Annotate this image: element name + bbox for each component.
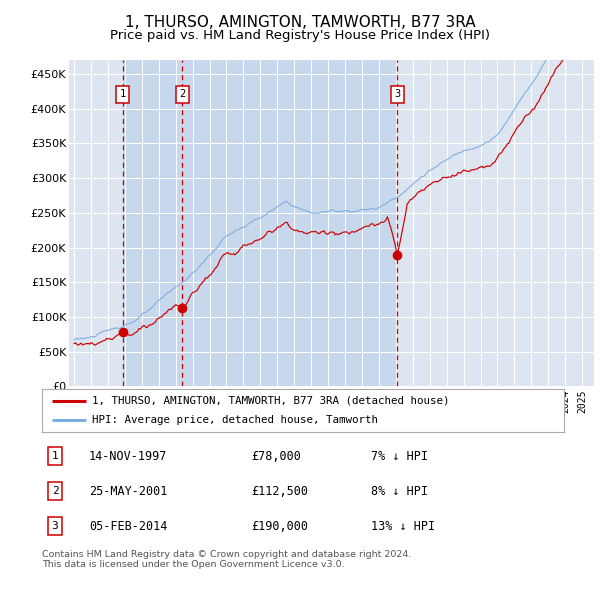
Text: 25-MAY-2001: 25-MAY-2001 bbox=[89, 484, 167, 498]
Text: Contains HM Land Registry data © Crown copyright and database right 2024.
This d: Contains HM Land Registry data © Crown c… bbox=[42, 550, 412, 569]
Bar bbox=[182, 60, 397, 386]
Text: 1: 1 bbox=[52, 451, 58, 461]
Text: 1: 1 bbox=[119, 90, 126, 100]
Text: £78,000: £78,000 bbox=[251, 450, 301, 463]
Text: £190,000: £190,000 bbox=[251, 520, 308, 533]
Text: 2: 2 bbox=[52, 486, 58, 496]
Text: 2: 2 bbox=[179, 90, 185, 100]
Text: 7% ↓ HPI: 7% ↓ HPI bbox=[371, 450, 428, 463]
Text: £112,500: £112,500 bbox=[251, 484, 308, 498]
Text: 1, THURSO, AMINGTON, TAMWORTH, B77 3RA (detached house): 1, THURSO, AMINGTON, TAMWORTH, B77 3RA (… bbox=[92, 396, 449, 406]
Text: 13% ↓ HPI: 13% ↓ HPI bbox=[371, 520, 435, 533]
Text: Price paid vs. HM Land Registry's House Price Index (HPI): Price paid vs. HM Land Registry's House … bbox=[110, 30, 490, 42]
Text: 1, THURSO, AMINGTON, TAMWORTH, B77 3RA: 1, THURSO, AMINGTON, TAMWORTH, B77 3RA bbox=[125, 15, 475, 30]
Text: 05-FEB-2014: 05-FEB-2014 bbox=[89, 520, 167, 533]
Text: 8% ↓ HPI: 8% ↓ HPI bbox=[371, 484, 428, 498]
Text: 14-NOV-1997: 14-NOV-1997 bbox=[89, 450, 167, 463]
Text: 3: 3 bbox=[52, 521, 58, 531]
Text: 3: 3 bbox=[394, 90, 401, 100]
Bar bbox=[122, 60, 182, 386]
Text: HPI: Average price, detached house, Tamworth: HPI: Average price, detached house, Tamw… bbox=[92, 415, 377, 425]
